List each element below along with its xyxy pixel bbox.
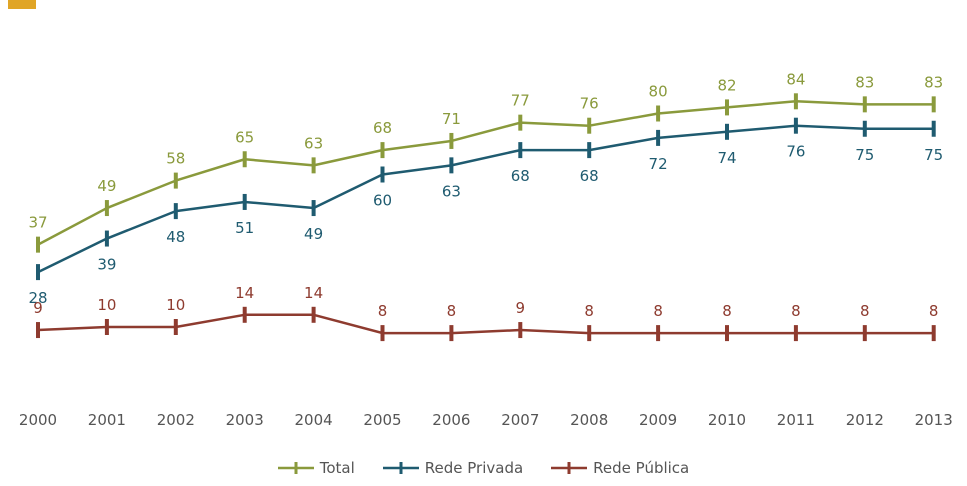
- data-label-rede-publica: 8: [447, 302, 457, 320]
- data-label-rede-privada: 49: [304, 225, 323, 243]
- legend-swatch-rede-privada: [382, 462, 419, 474]
- legend-item-rede-privada: Rede Privada: [382, 459, 524, 477]
- legend-item-rede-publica: Rede Pública: [551, 459, 689, 477]
- data-label-rede-publica: 8: [791, 302, 801, 320]
- data-label-total: 37: [28, 214, 47, 232]
- data-label-total: 80: [649, 83, 668, 101]
- x-tick-label: 2004: [295, 411, 333, 429]
- data-label-rede-privada: 74: [717, 149, 736, 167]
- data-label-rede-publica: 9: [33, 299, 43, 317]
- data-label-rede-privada: 75: [924, 146, 943, 164]
- x-tick-label: 2005: [363, 411, 401, 429]
- data-label-rede-privada: 39: [97, 256, 116, 274]
- data-label-rede-publica: 8: [722, 302, 732, 320]
- x-tick-label: 2009: [639, 411, 677, 429]
- data-label-rede-privada: 72: [649, 155, 668, 173]
- legend: Total Rede Privada Rede Pública: [0, 459, 967, 477]
- data-label-total: 77: [511, 92, 530, 110]
- data-label-rede-publica: 9: [516, 299, 526, 317]
- series-line-rede-publica: [37, 313, 934, 335]
- data-label-rede-privada: 51: [235, 219, 254, 237]
- legend-label-rede-privada: Rede Privada: [424, 459, 524, 477]
- x-tick-label: 2006: [432, 411, 470, 429]
- legend-label-total: Total: [319, 459, 355, 477]
- x-tick-label: 2002: [157, 411, 195, 429]
- data-label-rede-privada: 48: [166, 228, 185, 246]
- data-label-total: 83: [924, 73, 943, 91]
- data-label-total: 83: [855, 73, 874, 91]
- legend-swatch-rede-publica: [551, 462, 588, 474]
- x-tick-label: 2013: [915, 411, 953, 429]
- x-tick-label: 2011: [777, 411, 815, 429]
- data-label-rede-publica: 8: [378, 302, 388, 320]
- x-tick-label: 2000: [19, 411, 57, 429]
- x-tick-label: 2001: [88, 411, 126, 429]
- data-label-total: 76: [580, 95, 599, 113]
- x-tick-label: 2008: [570, 411, 608, 429]
- x-tick-label: 2007: [501, 411, 539, 429]
- data-label-rede-publica: 8: [584, 302, 594, 320]
- x-tick-label: 2010: [708, 411, 746, 429]
- data-label-total: 82: [717, 76, 736, 94]
- data-label-rede-privada: 68: [511, 167, 530, 185]
- data-label-rede-privada: 60: [373, 192, 392, 210]
- data-label-total: 65: [235, 128, 254, 146]
- data-label-rede-publica: 10: [166, 296, 185, 314]
- data-label-total: 68: [373, 119, 392, 137]
- data-label-rede-privada: 75: [855, 146, 874, 164]
- data-label-total: 71: [442, 110, 461, 128]
- series-line-rede-privada: [37, 124, 934, 274]
- data-label-rede-publica: 10: [97, 296, 116, 314]
- legend-item-total: Total: [277, 459, 355, 477]
- series-line-total: [37, 100, 934, 246]
- data-label-total: 49: [97, 177, 116, 195]
- data-label-rede-publica: 14: [235, 284, 254, 302]
- x-tick-label: 2012: [846, 411, 884, 429]
- data-label-rede-privada: 63: [442, 182, 461, 200]
- x-tick-label: 2003: [226, 411, 264, 429]
- data-label-rede-publica: 8: [929, 302, 939, 320]
- data-label-rede-privada: 76: [786, 143, 805, 161]
- data-label-total: 63: [304, 134, 323, 152]
- data-label-rede-privada: 28: [28, 289, 47, 307]
- legend-label-rede-publica: Rede Pública: [593, 459, 690, 477]
- data-label-rede-publica: 8: [860, 302, 870, 320]
- data-label-total: 84: [786, 70, 805, 88]
- data-label-rede-publica: 8: [653, 302, 663, 320]
- data-label-rede-publica: 14: [304, 284, 323, 302]
- legend-swatch-total: [277, 462, 314, 474]
- corner-accent: [8, 0, 36, 9]
- data-label-total: 58: [166, 150, 185, 168]
- data-label-rede-privada: 68: [580, 167, 599, 185]
